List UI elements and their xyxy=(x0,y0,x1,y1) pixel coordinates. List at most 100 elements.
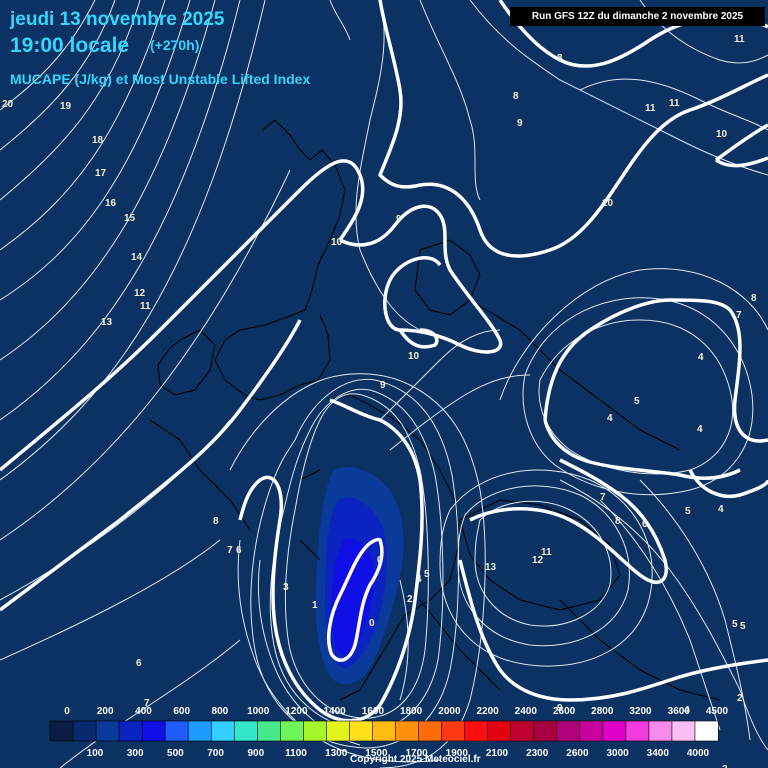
legend-swatch xyxy=(395,720,420,742)
contour-label: 8 xyxy=(213,516,219,527)
legend-bottom-label: 2600 xyxy=(566,748,589,759)
legend-top-label: 0 xyxy=(64,706,70,717)
contour-label: 2 xyxy=(737,693,743,704)
legend-swatch xyxy=(49,720,74,742)
contour-label: 15 xyxy=(124,213,136,224)
forecast-date: jeudi 13 novembre 2025 xyxy=(10,9,225,30)
legend-swatch xyxy=(257,720,281,742)
contour-label: 7 xyxy=(736,310,742,321)
contour-label: 4 xyxy=(698,352,704,363)
legend-bottom-label: 500 xyxy=(167,748,184,759)
legend-bottom-label: 2300 xyxy=(526,748,549,759)
coastlines xyxy=(149,119,721,701)
legend-swatch xyxy=(95,720,120,742)
legend-top-label: 1000 xyxy=(247,706,270,717)
contour-label: 7 xyxy=(227,545,233,556)
legend-top-label: 1200 xyxy=(285,706,308,717)
legend-top-label: 600 xyxy=(173,706,190,717)
legend-swatch xyxy=(280,720,304,742)
legend-bottom-label: 1500 xyxy=(365,748,388,759)
contour-label: 8 xyxy=(751,293,757,304)
legend-swatch xyxy=(372,720,397,742)
contour-label: 10 xyxy=(602,198,614,209)
contour-label: 9 xyxy=(517,118,523,129)
contour-label: 6 xyxy=(236,545,242,556)
legend-top-label: 2000 xyxy=(438,706,461,717)
legend-bottom-label: 2100 xyxy=(486,748,509,759)
legend-swatch xyxy=(602,720,627,742)
legend-swatch xyxy=(303,720,328,742)
legend-swatch xyxy=(349,720,374,742)
legend-top-label: 400 xyxy=(135,706,152,717)
contour-label: 4 xyxy=(684,705,690,716)
contour-label: 8 xyxy=(513,91,519,102)
contour-label: 13 xyxy=(101,317,113,328)
legend-top-labels: 0 200 400 600 800 1000 1200 1400 1600 1800 2000 220… xyxy=(64,706,728,717)
legend-bottom-label: 100 xyxy=(87,748,104,759)
legend-bottom-label: 3400 xyxy=(647,748,670,759)
legend-top-label: 800 xyxy=(212,706,229,717)
legend-swatch xyxy=(510,720,535,742)
contour-label: 19 xyxy=(60,101,72,112)
contour-label: 11 xyxy=(140,301,151,312)
contour-label: 18 xyxy=(92,135,104,146)
contour-label: 20 xyxy=(2,99,14,110)
contour-label: 14 xyxy=(131,252,143,263)
legend-top-label: 1400 xyxy=(323,706,346,717)
contour-label: 4 xyxy=(697,424,703,435)
legend-swatch xyxy=(418,720,443,742)
legend-top-label: 3200 xyxy=(629,706,652,717)
legend-top-label: 3600 xyxy=(668,706,691,717)
contour-label: 16 xyxy=(105,198,117,209)
legend-swatch xyxy=(579,720,604,742)
legend-bottom-label: 1700 xyxy=(405,748,428,759)
contour-label: 11 xyxy=(541,547,552,558)
legend-bottom-label: 3000 xyxy=(606,748,629,759)
legend-swatch xyxy=(671,720,696,742)
legend-swatch xyxy=(187,720,212,742)
contour-label: 10 xyxy=(716,129,728,140)
legend-swatch xyxy=(694,720,719,742)
contour-label: 5 xyxy=(740,621,746,632)
forecast-time: 19:00 locale xyxy=(10,34,130,57)
contour-label: 10 xyxy=(331,237,343,248)
legend-swatch xyxy=(464,720,489,742)
run-label: Run GFS 12Z du dimanche 2 novembre 2025 xyxy=(510,7,765,26)
contour-label: 0 xyxy=(369,618,375,629)
contour-label: 11 xyxy=(669,98,680,109)
contour-label: 2 xyxy=(407,594,413,605)
legend-bottom-label: 1100 xyxy=(285,748,307,759)
contour-label: 11 xyxy=(734,34,745,45)
contour-label: 7 xyxy=(600,492,606,503)
contour-label: 5 xyxy=(685,506,691,517)
legend-top-label: 2400 xyxy=(515,706,538,717)
legend-swatch xyxy=(233,720,258,742)
contour-label: 10 xyxy=(408,351,420,362)
cape-contours xyxy=(0,0,768,723)
contour-label: 4 xyxy=(718,504,724,515)
contour-label: 5 xyxy=(424,569,430,580)
contour-label: 11 xyxy=(645,103,656,114)
copyright-text: Copyright 2025 Meteociel.fr xyxy=(350,754,481,765)
legend-bottom-label: 1900 xyxy=(446,748,469,759)
contour-label: 12 xyxy=(532,555,544,566)
legend-bottom-label: 4000 xyxy=(687,748,710,759)
legend-colorbar xyxy=(49,720,719,742)
contour-label: 5 xyxy=(634,396,640,407)
contour-label: 2 xyxy=(722,764,728,768)
legend-swatch xyxy=(648,720,673,742)
legend-swatch xyxy=(210,720,235,742)
legend-top-label: 4500 xyxy=(706,706,729,717)
contour-label: 12 xyxy=(134,288,146,299)
contour-label: 17 xyxy=(95,168,107,179)
legend-swatch xyxy=(487,720,512,742)
legend-top-label: 2600 xyxy=(553,706,576,717)
contour-label: 9 xyxy=(557,703,563,714)
legend-swatch xyxy=(441,720,466,742)
legend-top-label: 1800 xyxy=(400,706,423,717)
legend-top-label: 200 xyxy=(97,706,114,717)
contour-label: 7 xyxy=(144,698,150,709)
forecast-offset: (+270h) xyxy=(150,37,200,53)
